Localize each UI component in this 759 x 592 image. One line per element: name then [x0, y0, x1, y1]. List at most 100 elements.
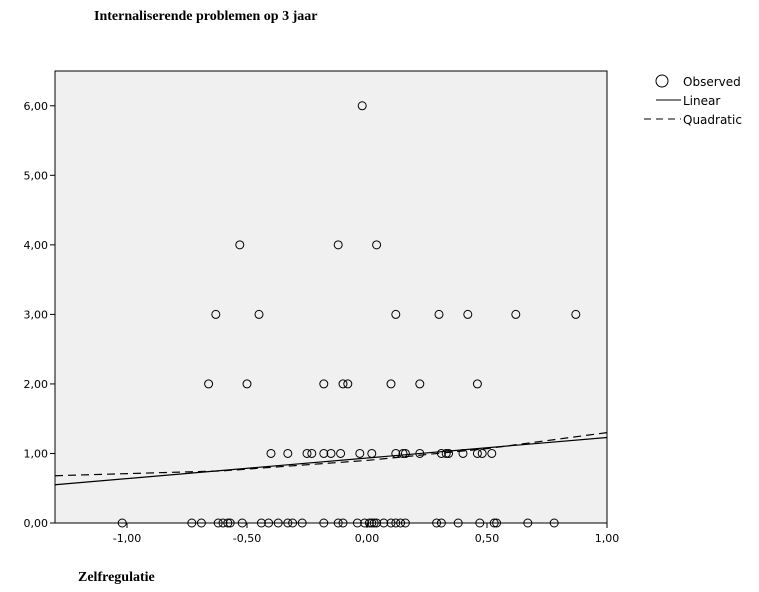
y-tick-label: 3,00	[24, 308, 49, 321]
observed-point	[338, 518, 348, 528]
observed-point	[472, 379, 482, 389]
observed-point	[434, 309, 444, 319]
observed-point	[415, 379, 425, 389]
plot-area	[54, 70, 608, 524]
observed-point	[489, 518, 499, 528]
observed-point	[523, 518, 533, 528]
observed-point	[549, 518, 559, 528]
y-tick-label: 4,00	[24, 239, 49, 252]
observed-point	[477, 448, 487, 458]
observed-point	[379, 518, 389, 528]
observed-point	[254, 309, 264, 319]
observed-point	[283, 448, 293, 458]
observed-point	[352, 518, 362, 528]
quadratic-fit-line	[54, 432, 608, 477]
observed-point	[218, 518, 228, 528]
y-tick-label: 5,00	[24, 169, 49, 182]
y-tick-label: 0,00	[24, 517, 49, 530]
legend-observed-marker	[655, 74, 669, 88]
observed-point	[355, 448, 365, 458]
observed-point	[266, 448, 276, 458]
observed-point	[367, 518, 377, 528]
observed-point	[436, 448, 446, 458]
observed-point	[319, 379, 329, 389]
observed-point	[472, 448, 482, 458]
observed-point	[458, 448, 468, 458]
y-tick-label: 6,00	[24, 100, 49, 113]
observed-point	[396, 518, 406, 528]
observed-point	[391, 448, 401, 458]
observed-point	[336, 448, 346, 458]
fit-lines	[54, 432, 608, 486]
observed-point	[333, 240, 343, 250]
observed-point	[364, 518, 374, 528]
observed-point	[319, 518, 329, 528]
observed-point	[326, 448, 336, 458]
observed-point	[436, 518, 446, 528]
observed-point	[415, 448, 425, 458]
observed-point	[444, 448, 454, 458]
observed-point	[242, 379, 252, 389]
observed-point	[187, 518, 197, 528]
observed-point	[391, 309, 401, 319]
observed-point	[475, 518, 485, 528]
observed-point	[235, 240, 245, 250]
chart-title: Internaliserende problemen op 3 jaar	[94, 9, 318, 24]
observed-point	[511, 309, 521, 319]
x-tick-label: 0,00	[355, 532, 380, 545]
observed-point	[213, 518, 223, 528]
observed-point	[264, 518, 274, 528]
observed-point	[283, 518, 293, 528]
x-tick-label: 0,50	[475, 532, 500, 545]
legend: Observed Linear Quadratic	[644, 74, 742, 127]
observed-point	[204, 379, 214, 389]
observed-point	[225, 518, 235, 528]
observed-point	[372, 240, 382, 250]
observed-point	[367, 448, 377, 458]
x-tick-label: -0,50	[233, 532, 261, 545]
observed-point	[288, 518, 298, 528]
observed-point	[398, 448, 408, 458]
legend-linear-label: Linear	[683, 94, 720, 108]
x-tick-label: 1,00	[595, 532, 620, 545]
observed-point	[391, 518, 401, 528]
observed-point	[237, 518, 247, 528]
observed-point	[492, 518, 502, 528]
x-axis: -1,00 -0,50 0,00 0,50 1,00	[113, 523, 619, 545]
observed-point	[343, 379, 353, 389]
observed-point	[369, 518, 379, 528]
y-tick-label: 2,00	[24, 378, 49, 391]
observed-point	[338, 379, 348, 389]
observed-point	[117, 518, 127, 528]
observed-point	[386, 379, 396, 389]
x-axis-label: Zelfregulatie	[78, 570, 155, 585]
observed-point	[223, 518, 233, 528]
observed-point	[307, 448, 317, 458]
legend-observed-label: Observed	[683, 75, 741, 89]
observed-point	[196, 518, 206, 528]
observed-point	[360, 518, 370, 528]
observed-point	[333, 518, 343, 528]
observed-points	[117, 101, 581, 528]
observed-point	[441, 448, 451, 458]
observed-point	[357, 101, 367, 111]
observed-point	[432, 518, 442, 528]
observed-point	[386, 518, 396, 528]
observed-point	[302, 448, 312, 458]
observed-point	[571, 309, 581, 319]
observed-point	[400, 448, 410, 458]
observed-point	[211, 309, 221, 319]
y-axis: 0,00 1,00 2,00 3,00 4,00 5,00 6,00	[24, 100, 55, 530]
y-tick-label: 1,00	[24, 447, 49, 460]
observed-point	[256, 518, 266, 528]
observed-point	[487, 448, 497, 458]
observed-point	[463, 309, 473, 319]
observed-point	[372, 518, 382, 528]
observed-point	[319, 448, 329, 458]
observed-point	[400, 518, 410, 528]
legend-quadratic-label: Quadratic	[683, 113, 742, 127]
observed-point	[273, 518, 283, 528]
observed-point	[453, 518, 463, 528]
observed-point	[297, 518, 307, 528]
